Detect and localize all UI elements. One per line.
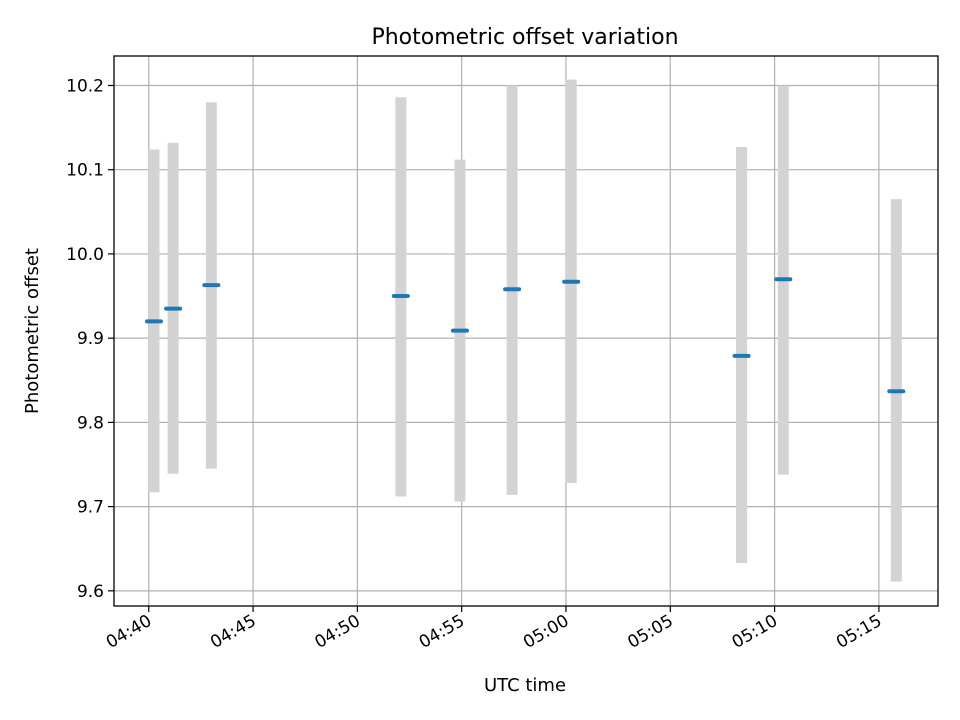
y-axis-label: Photometric offset	[22, 248, 43, 414]
y-tick-label: 10.2	[66, 76, 104, 96]
plot-frame	[113, 55, 939, 607]
axis-ticks: 04:40 04:45 04:50 04:55 05:00 05:05 05:10 05:15…	[66, 76, 885, 652]
y-tick-label: 9.9	[77, 329, 104, 349]
grid	[114, 56, 938, 606]
x-axis-label: UTC time	[484, 675, 566, 696]
y-tick-label: 10.0	[66, 245, 104, 265]
x-tick-label: 05:10	[729, 611, 781, 653]
x-tick-label: 04:55	[416, 611, 468, 653]
x-tick-label: 05:05	[624, 611, 676, 653]
chart-title: Photometric offset variation	[371, 25, 678, 50]
data-markers	[144, 277, 906, 394]
y-tick-label: 9.6	[77, 582, 104, 602]
y-tick-label: 10.1	[66, 161, 104, 181]
x-tick-label: 05:15	[833, 611, 885, 653]
x-tick-label: 04:40	[103, 611, 155, 653]
y-tick-label: 9.8	[77, 413, 104, 433]
x-tick-label: 04:45	[207, 611, 259, 653]
y-tick-label: 9.7	[77, 498, 104, 518]
x-tick-label: 04:50	[311, 611, 363, 653]
x-tick-label: 05:00	[520, 611, 572, 653]
